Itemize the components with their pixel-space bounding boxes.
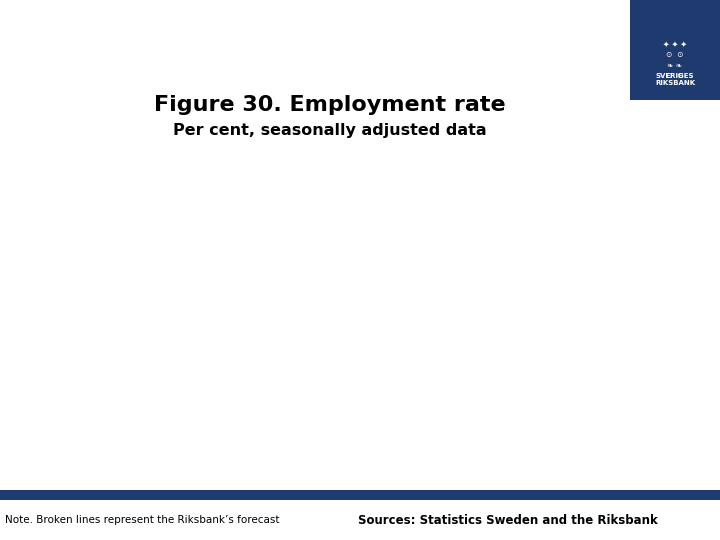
Text: Sources: Statistics Sweden and the Riksbank: Sources: Statistics Sweden and the Riksb… [358,514,658,526]
Text: ✦ ✦ ✦
⊙  ⊙
❧ ❧
⊙  ⊙: ✦ ✦ ✦ ⊙ ⊙ ❧ ❧ ⊙ ⊙ [663,40,687,80]
Bar [0,490,720,500]
Text: SVERIGES
RIKSBANK: SVERIGES RIKSBANK [655,73,695,86]
Text: Figure 30. Employment rate: Figure 30. Employment rate [154,95,506,115]
Text: Per cent, seasonally adjusted data: Per cent, seasonally adjusted data [174,123,487,138]
Bar [630,0,720,100]
Text: Note. Broken lines represent the Riksbank’s forecast: Note. Broken lines represent the Riksban… [5,515,279,525]
